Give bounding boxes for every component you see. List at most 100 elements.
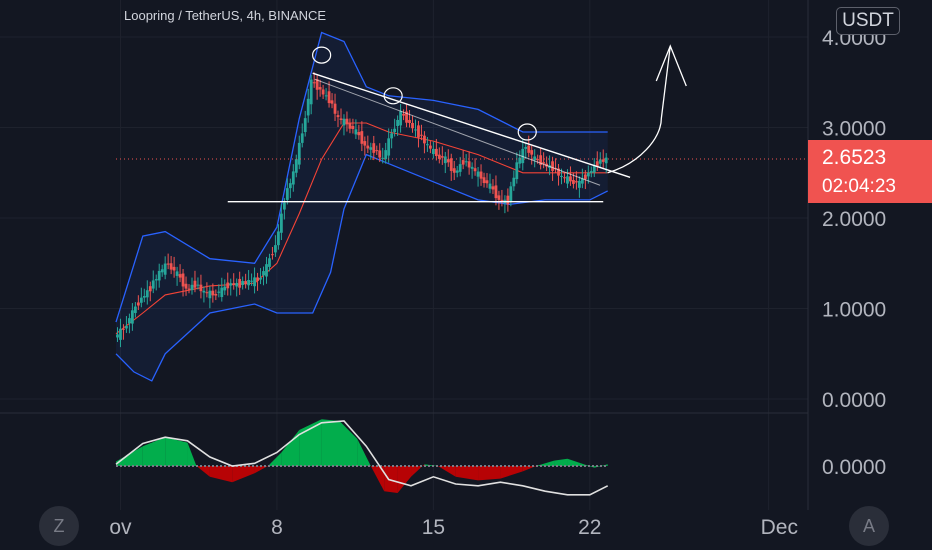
candle-body: [411, 122, 414, 129]
candle-body: [381, 157, 385, 159]
candle-body: [509, 186, 513, 202]
candle-body: [569, 176, 572, 182]
histogram-segment: [232, 466, 255, 483]
candle: [312, 72, 316, 88]
candle-body: [575, 181, 578, 183]
candle: [473, 158, 477, 176]
candle-body: [232, 283, 236, 286]
candle: [202, 286, 206, 303]
candle: [512, 170, 516, 191]
candle-body: [253, 277, 256, 287]
candle-body: [291, 171, 295, 185]
candle-body: [393, 128, 397, 133]
candle-body: [506, 195, 510, 205]
candle: [598, 152, 602, 169]
candle: [297, 135, 301, 170]
candle-body: [572, 179, 575, 184]
candle-body: [312, 82, 316, 84]
candle-body: [315, 79, 319, 90]
band-lower: [115, 153, 608, 382]
candle-body: [244, 281, 248, 284]
candle: [253, 267, 256, 294]
candle: [449, 153, 453, 181]
projection-arrow-shaft: [607, 45, 671, 174]
candle-body: [434, 148, 438, 157]
candle: [464, 154, 468, 167]
time-axis[interactable]: ov 8 15 22 Dec: [109, 516, 798, 539]
currency-selector[interactable]: USDT: [836, 7, 900, 35]
candle: [589, 166, 593, 178]
candle: [390, 128, 394, 149]
candle: [336, 110, 340, 128]
candle: [452, 160, 456, 180]
candle-body: [229, 283, 233, 286]
time-tick-label: 22: [578, 516, 601, 539]
candle-body: [285, 188, 289, 200]
candle: [187, 284, 191, 294]
candle: [497, 190, 501, 210]
candle: [431, 141, 435, 159]
candle: [417, 120, 420, 148]
candle: [181, 268, 185, 297]
candle: [139, 287, 143, 308]
candle-body: [279, 213, 283, 233]
candle: [542, 152, 546, 169]
candle-body: [417, 125, 420, 138]
candle-body: [557, 168, 560, 176]
candle: [363, 136, 367, 156]
candle-body: [274, 245, 277, 253]
candle-body: [431, 148, 435, 155]
candle-body: [184, 283, 188, 289]
histogram-segment: [437, 466, 456, 477]
candle-body: [145, 290, 149, 298]
histogram-segment: [339, 421, 358, 466]
histogram-segment: [142, 437, 166, 466]
candle: [256, 272, 259, 291]
time-tick-label: Dec: [761, 516, 798, 539]
candle: [530, 145, 534, 165]
candle: [244, 273, 248, 289]
momentum-oscillator: [115, 419, 609, 496]
candle-body: [151, 280, 155, 289]
candle: [440, 146, 444, 165]
candle-body: [136, 302, 140, 306]
candle-body: [294, 159, 298, 173]
candle: [434, 138, 438, 161]
candle: [428, 141, 432, 154]
candle: [232, 273, 236, 290]
candle: [235, 278, 239, 297]
bar-countdown: 02:04:23: [822, 176, 896, 197]
candle-body: [306, 98, 310, 116]
candle-body: [309, 79, 313, 105]
candle-body: [130, 310, 134, 324]
candle-body: [172, 266, 176, 271]
candle-body: [533, 156, 537, 161]
candle: [482, 172, 486, 188]
candle: [563, 172, 566, 183]
histogram-segment: [536, 460, 555, 466]
candle: [205, 282, 209, 298]
zoom-button[interactable]: Z: [39, 506, 79, 546]
candle: [437, 147, 441, 164]
candle: [339, 108, 343, 125]
candle-body: [142, 295, 146, 298]
histogram-segment: [299, 419, 322, 466]
auto-scale-button[interactable]: A: [849, 506, 889, 546]
candle-body: [321, 89, 325, 95]
candle: [601, 149, 605, 170]
price-tick-label: 2.0000: [822, 208, 886, 231]
candle-body: [488, 183, 492, 189]
candle: [488, 173, 492, 194]
candle-body: [157, 270, 161, 281]
candle-body: [265, 264, 268, 277]
candle: [223, 279, 227, 295]
candle: [130, 303, 134, 331]
highlight-circle-0: [312, 46, 332, 64]
candle: [396, 115, 400, 136]
candle-body: [589, 171, 593, 173]
candle: [557, 164, 560, 186]
candle: [145, 280, 149, 305]
candle: [518, 150, 522, 169]
candle-body: [577, 180, 581, 188]
